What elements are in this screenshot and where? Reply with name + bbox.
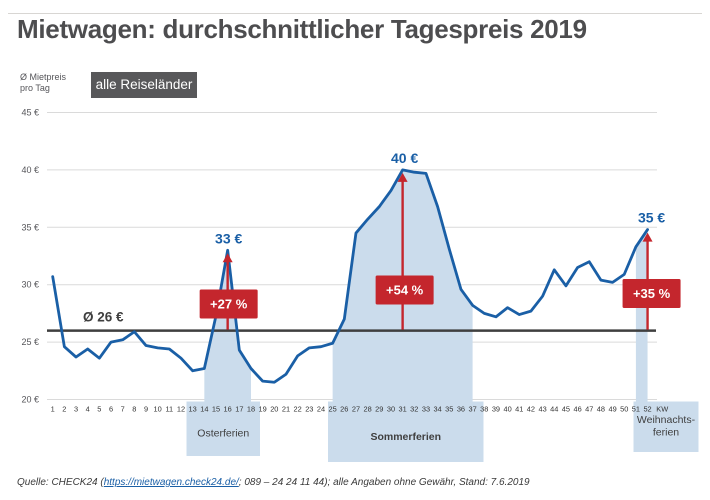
week-tick-label: 52 — [643, 405, 651, 414]
holiday-label-sommerferien: Sommerferien — [370, 431, 441, 443]
week-tick-label: 40 — [503, 405, 511, 414]
week-tick-label: 19 — [259, 405, 267, 414]
week-tick-label: 8 — [132, 405, 136, 414]
week-tick-label: 3 — [74, 405, 78, 414]
week-tick-label: 42 — [527, 405, 535, 414]
holiday-label-weihnachtsferien: ferien — [653, 427, 679, 439]
week-tick-label: 13 — [189, 405, 197, 414]
week-tick-label: 41 — [515, 405, 523, 414]
percent-change-badge — [375, 275, 434, 305]
week-tick-label: 47 — [585, 405, 593, 414]
week-tick-label: 20 — [270, 405, 278, 414]
peak-arrow-head-icon — [642, 232, 653, 242]
week-tick-label: 26 — [340, 405, 348, 414]
week-tick-label: 17 — [235, 405, 243, 414]
y-tick-label: 35 € — [21, 222, 39, 232]
week-tick-label: 23 — [305, 405, 313, 414]
week-tick-label: 33 — [422, 405, 430, 414]
week-tick-label: 28 — [364, 405, 372, 414]
week-tick-label: 22 — [294, 405, 302, 414]
week-tick-label: 34 — [433, 405, 441, 414]
y-axis-unit-line1: Ø Mietpreis — [20, 72, 67, 82]
percent-change-label: +54 % — [386, 283, 424, 298]
week-tick-label: 6 — [109, 405, 113, 414]
holiday-label-osterferien: Osterferien — [197, 428, 249, 440]
source-text-suffix: ; 089 – 24 24 11 44); alle Angaben ohne … — [238, 477, 530, 488]
y-tick-label: 45 € — [21, 108, 39, 118]
y-tick-label: 25 € — [21, 337, 39, 347]
y-axis-unit-line2: pro Tag — [20, 83, 50, 93]
week-tick-label: 9 — [144, 405, 148, 414]
percent-change-badge — [199, 289, 258, 319]
week-tick-label: 11 — [166, 405, 174, 414]
week-tick-label: 48 — [597, 405, 605, 414]
y-tick-label: 20 € — [21, 395, 39, 405]
week-tick-label: 27 — [352, 405, 360, 414]
week-tick-label: 38 — [480, 405, 488, 414]
week-tick-label: 5 — [97, 405, 101, 414]
peak-price-label: 40 € — [391, 150, 418, 166]
week-tick-label: 50 — [620, 405, 628, 414]
week-tick-label: 29 — [375, 405, 383, 414]
week-tick-label: 36 — [457, 405, 465, 414]
week-tick-label: 24 — [317, 405, 325, 414]
week-tick-label: 46 — [573, 405, 581, 414]
week-tick-label: 44 — [550, 405, 558, 414]
top-divider — [8, 13, 702, 14]
week-tick-label: 14 — [200, 405, 208, 414]
holiday-label-box-weihnachtsferien — [633, 401, 699, 452]
peak-arrow-head-icon — [222, 253, 233, 263]
week-tick-label: 31 — [399, 405, 407, 414]
week-tick-label: 32 — [410, 405, 418, 414]
week-tick-label: 35 — [445, 405, 453, 414]
y-tick-label: 40 € — [21, 165, 39, 175]
source-text-prefix: Quelle: CHECK24 ( — [17, 477, 104, 488]
price-line — [51, 168, 649, 384]
holiday-label-weihnachtsferien: Weihnachts- — [637, 414, 696, 426]
holiday-label-box-sommerferien — [328, 401, 484, 462]
percent-change-label: +27 % — [210, 297, 248, 312]
week-tick-label: 30 — [387, 405, 395, 414]
week-tick-label: 25 — [329, 405, 337, 414]
week-tick-label: 15 — [212, 405, 220, 414]
week-tick-label: 12 — [177, 405, 185, 414]
week-tick-label: 45 — [562, 405, 570, 414]
week-tick-label: 18 — [247, 405, 255, 414]
peak-arrow-head-icon — [397, 172, 408, 182]
week-tick-label: 43 — [538, 405, 546, 414]
peak-price-label: 33 € — [215, 230, 242, 246]
week-tick-label: 39 — [492, 405, 500, 414]
source-note: Quelle: CHECK24 (https://mietwagen.check… — [17, 477, 530, 488]
week-tick-label: 21 — [282, 405, 290, 414]
week-tick-label: 16 — [224, 405, 232, 414]
week-tick-label: 37 — [468, 405, 476, 414]
week-tick-label: 49 — [608, 405, 616, 414]
percent-change-badge — [622, 279, 681, 308]
week-tick-label: 1 — [51, 405, 55, 414]
holiday-label-box-osterferien — [186, 401, 260, 456]
week-tick-label: 7 — [121, 405, 125, 414]
filter-badge: alle Reiseländer — [91, 72, 197, 98]
y-axis-unit-label: Ø Mietpreis pro Tag — [20, 72, 66, 94]
source-link[interactable]: https://mietwagen.check24.de/ — [103, 477, 239, 488]
week-tick-label: 51 — [632, 405, 640, 414]
x-axis-unit-label: KW — [656, 405, 668, 414]
peak-price-label: 35 € — [638, 210, 665, 226]
week-tick-label: 10 — [154, 405, 162, 414]
week-tick-label: 2 — [62, 405, 66, 414]
holiday-shade-weihnachtsferien — [635, 229, 648, 403]
percent-change-label: +35 % — [633, 286, 671, 301]
average-price-label: Ø 26 € — [83, 310, 124, 325]
week-tick-label: 4 — [86, 405, 90, 414]
page-title: Mietwagen: durchschnittlicher Tagespreis… — [17, 14, 587, 44]
y-tick-label: 30 € — [21, 280, 39, 290]
